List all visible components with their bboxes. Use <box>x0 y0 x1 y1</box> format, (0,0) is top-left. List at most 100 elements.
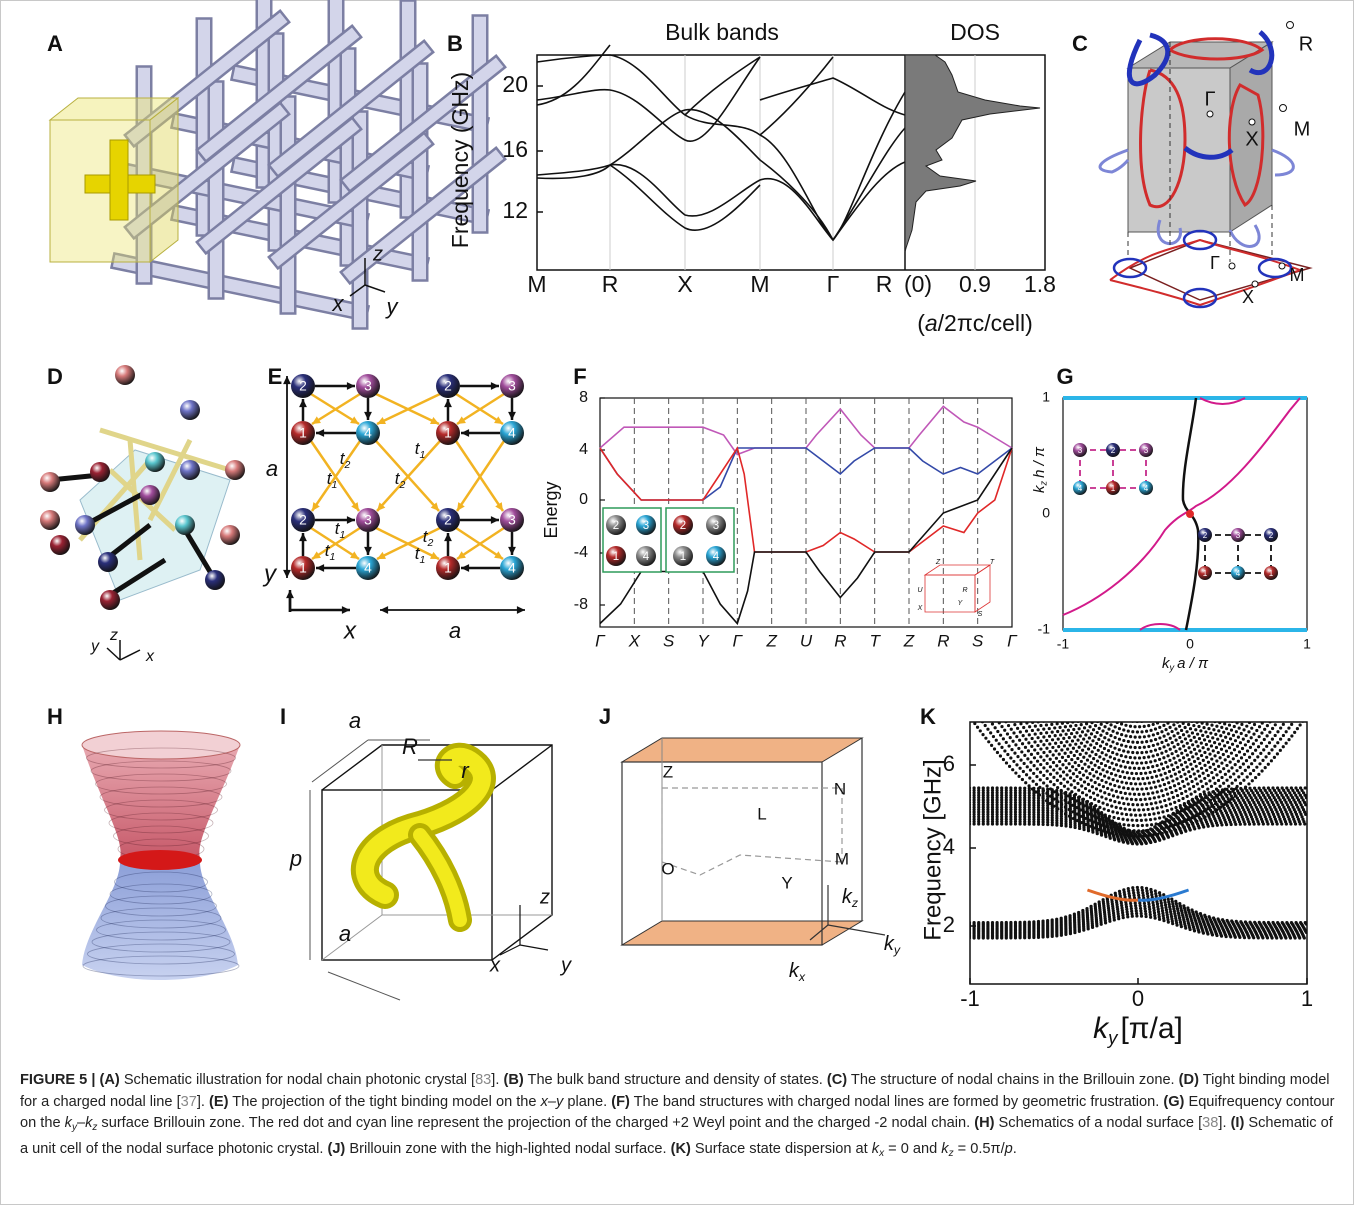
tick-label: Γ <box>595 631 606 650</box>
curve <box>1063 398 1300 615</box>
tick-label: R <box>834 631 846 650</box>
bz-point-label: U <box>917 587 923 594</box>
nodal-surface <box>118 850 202 870</box>
tick-label: -1 <box>1057 636 1070 652</box>
band-dots <box>970 544 1307 768</box>
caption-text: (B) <box>503 1072 523 1088</box>
label: Γ <box>1210 253 1220 273</box>
caption-text: Schematic illustration for nodal chain p… <box>120 1072 475 1088</box>
caption-text: (G) <box>1163 1094 1184 1110</box>
caption-text: (H) <box>974 1115 994 1131</box>
tick-label: 1 <box>1301 986 1313 1011</box>
axis-arrow <box>520 945 548 950</box>
tick-label: (0) <box>904 271 932 297</box>
site <box>225 460 245 480</box>
site-number: 2 <box>1111 446 1116 455</box>
caption-text: The projection of the tight binding mode… <box>229 1094 541 1110</box>
site-number: 3 <box>508 513 516 528</box>
site <box>175 515 195 535</box>
tick-label: 1 <box>1303 636 1311 652</box>
arrow-head <box>491 382 499 390</box>
caption-text: plane. <box>563 1094 611 1110</box>
caption-ref: 38 <box>1202 1115 1218 1131</box>
label-part: y <box>1106 1027 1119 1048</box>
bz-point-label: M <box>835 849 849 868</box>
label-part: a <box>925 310 938 336</box>
arrow-head <box>299 399 307 407</box>
site-number: 4 <box>1144 484 1149 493</box>
bz-point-label: X <box>917 605 923 612</box>
label-part: 1 <box>339 529 345 541</box>
caption-text: (E) <box>209 1094 228 1110</box>
tick-label: X <box>628 631 641 650</box>
point <box>1279 263 1285 269</box>
surface-bz <box>1130 240 1310 300</box>
label-part: a / π <box>1177 655 1209 672</box>
geometry-label: p <box>289 846 302 871</box>
site-number: 4 <box>508 561 516 576</box>
site-number: 2 <box>1269 531 1274 540</box>
arrow-head <box>364 412 372 420</box>
label: y <box>385 294 400 319</box>
site-number: 1 <box>444 426 452 441</box>
tick-label: Γ <box>732 631 743 650</box>
tick-label: 0 <box>579 491 588 508</box>
arrow-head <box>316 429 324 437</box>
caption-text: surface Brillouin zone. The red dot and … <box>97 1115 974 1131</box>
bz-point-label: L <box>757 804 766 823</box>
arrow-head <box>461 429 469 437</box>
axis-label: kzh / π <box>1031 446 1049 493</box>
label: X <box>1242 287 1254 307</box>
dimension-line <box>328 972 400 1000</box>
panel-label: B <box>447 31 463 56</box>
band-dots <box>970 531 1307 763</box>
arrow-head <box>347 382 355 390</box>
site-number: 3 <box>713 520 719 532</box>
label: x <box>145 648 155 665</box>
tick-label: 8 <box>579 389 588 406</box>
tick-label: 20 <box>502 71 528 97</box>
bz-point-label: Y <box>781 873 792 892</box>
tick-label: 0 <box>1132 986 1144 1011</box>
arrow-head <box>283 376 291 384</box>
site-number: 2 <box>1203 531 1208 540</box>
site <box>180 460 200 480</box>
label: z <box>109 627 118 644</box>
site-number: 1 <box>444 561 452 576</box>
axis-label: (a/2πc/cell) <box>917 310 1033 336</box>
arrow-head <box>508 547 516 555</box>
axis-label: kya / π <box>1162 655 1209 673</box>
site <box>220 525 240 545</box>
arrow-head <box>283 570 291 578</box>
caption-text: – <box>77 1115 85 1131</box>
point <box>1252 281 1258 287</box>
tick-label: Z <box>903 631 915 650</box>
tick-label: S <box>663 631 675 650</box>
symmetry-line <box>662 855 842 875</box>
panel-label: G <box>1056 364 1073 389</box>
caption: FIGURE 5 | (A) Schematic illustration fo… <box>20 1070 1336 1164</box>
site-number: 4 <box>713 551 720 563</box>
caption-text: Brillouin zone with the high-lighted nod… <box>345 1141 670 1157</box>
site-number: 1 <box>680 551 686 563</box>
panel-label: D <box>47 364 63 389</box>
label-part: 2 <box>398 479 405 491</box>
bz-inset <box>925 565 990 575</box>
axis-arrow <box>107 648 120 660</box>
label: M <box>1294 118 1311 140</box>
bz-point-label: O <box>661 859 674 878</box>
axis-label: Frequency [GHz] <box>919 759 946 940</box>
site-number: 3 <box>1144 446 1149 455</box>
axis-label: Frequency (GHz) <box>447 72 473 248</box>
tick-label: 1.8 <box>1024 271 1056 297</box>
site <box>75 515 95 535</box>
tick-label: Γ <box>1007 631 1018 650</box>
site-number: 2 <box>613 520 619 532</box>
band-curve <box>600 448 1012 624</box>
label: Γ <box>1204 88 1215 110</box>
panel-title: DOS <box>950 19 1000 45</box>
site-number: 1 <box>299 561 307 576</box>
tick-label: R <box>876 271 893 297</box>
label-part: z <box>851 896 859 910</box>
geometry-label: R <box>402 734 418 759</box>
